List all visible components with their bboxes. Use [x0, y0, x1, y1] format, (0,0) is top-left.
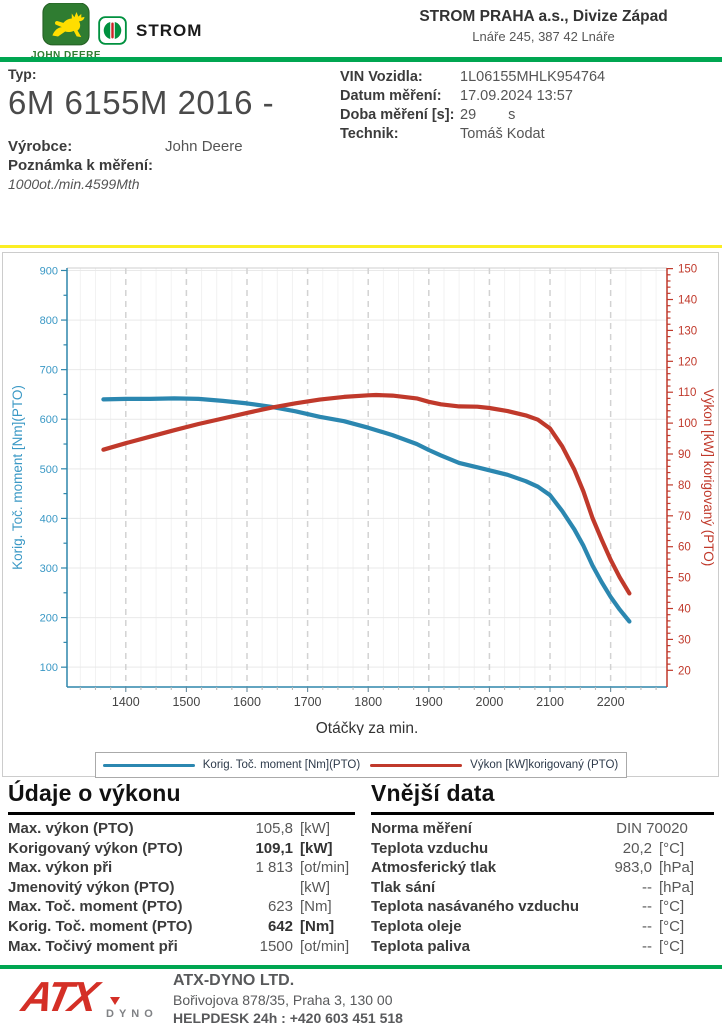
svg-text:80: 80	[678, 480, 691, 492]
svg-text:60: 60	[678, 542, 691, 554]
table-row: Tlak sání -- [hPa]	[371, 878, 695, 896]
header: JOHN DEERE STROM STROM PRAHA a.s., Diviz…	[0, 0, 722, 61]
table-row: Atmosferický tlak 983,0 [hPa]	[371, 859, 695, 877]
table-row: Norma měření DIN 70020	[371, 820, 688, 837]
external-table-title: Vnější data	[371, 780, 714, 815]
svg-text:700: 700	[40, 365, 58, 377]
info-field-row: VIN Vozidla: 1L06155MHLK954764	[340, 69, 606, 85]
poznamka-value: 1000ot./min.4599Mth	[8, 176, 140, 192]
svg-text:110: 110	[678, 387, 696, 399]
results-tables: Údaje o výkonu Max. výkon (PTO) 105,8 [kW]…	[8, 780, 714, 957]
series-power	[101, 392, 632, 596]
strom-logo: STROM	[98, 16, 202, 45]
legend-item: Výkon [kW]korigovaný (PTO)	[370, 759, 618, 771]
table-row: Max. výkon při 1 813 [ot/min]	[8, 859, 350, 877]
company-name: STROM PRAHA a.s., Divize Západ	[419, 8, 668, 25]
vehicle-info-right: VIN Vozidla: 1L06155MHLK954764 Datum měřen…	[340, 68, 715, 144]
typ-value: 6M 6155M 2016 -	[8, 84, 275, 121]
svg-text:Výkon [kW] korigovaný (PTO): Výkon [kW] korigovaný (PTO)	[701, 389, 716, 567]
legend-item: Korig. Toč. moment [Nm](PTO)	[102, 759, 361, 771]
john-deere-deer-icon	[42, 2, 90, 46]
table-row: Max. Točivý moment při 1500 [ot/min]	[8, 937, 350, 955]
yellow-divider	[0, 245, 722, 248]
vehicle-info-left: Typ: 6M 6155M 2016 - Výrobce: John Deere…	[8, 66, 338, 192]
performance-table-title: Údaje o výkonu	[8, 780, 355, 815]
svg-text:50: 50	[678, 573, 691, 585]
svg-text:120: 120	[678, 356, 697, 368]
table-row: Korig. Toč. moment (PTO) 642 [Nm]	[8, 917, 335, 935]
svg-text:200: 200	[40, 613, 58, 625]
svg-text:30: 30	[678, 634, 691, 646]
performance-table: Údaje o výkonu Max. výkon (PTO) 105,8 [kW]…	[8, 780, 355, 957]
table-row: Jmenovitý výkon (PTO) [kW]	[8, 878, 330, 896]
svg-text:1800: 1800	[354, 695, 382, 709]
svg-text:140: 140	[678, 295, 697, 307]
john-deere-logo: JOHN DEERE	[26, 2, 106, 61]
vyrobce-value: John Deere	[165, 138, 243, 155]
table-row: Teplota vzduchu 20,2 [°C]	[371, 839, 685, 857]
chart-legend: Korig. Toč. moment [Nm](PTO) Výkon [kW]ko…	[94, 752, 627, 778]
svg-text:150: 150	[678, 264, 697, 276]
table-row: Teplota nasávaného vzduchu -- [°C]	[371, 898, 685, 916]
footer: ATX DYNO ATX-DYNO LTD. Bořivojova 878/35…	[0, 969, 722, 1029]
legend-line-sample	[370, 763, 463, 767]
svg-text:300: 300	[40, 563, 58, 575]
legend-line-sample	[102, 763, 195, 767]
svg-text:ATX: ATX	[17, 973, 105, 1019]
table-row: Teplota oleje -- [°C]	[371, 917, 685, 935]
svg-text:1700: 1700	[294, 695, 322, 709]
footer-text: ATX-DYNO LTD. Bořivojova 878/35, Praha 3…	[173, 972, 403, 1026]
info-field-row: Doba měření [s]: 29 s	[340, 107, 516, 123]
svg-text:1900: 1900	[415, 695, 443, 709]
legend-label: Korig. Toč. moment [Nm](PTO)	[202, 759, 361, 771]
strom-logo-text: STROM	[136, 20, 203, 40]
svg-text:800: 800	[40, 315, 58, 327]
svg-text:100: 100	[40, 662, 58, 674]
series-torque	[101, 396, 632, 624]
svg-text:Korig. Toč. moment [Nm](PTO): Korig. Toč. moment [Nm](PTO)	[10, 385, 25, 570]
svg-text:1400: 1400	[112, 695, 140, 709]
chart-panel: 100 200 300 400 500 600 700 800 900 20 30 40 50 60 70 8…	[2, 252, 719, 778]
svg-text:400: 400	[40, 513, 58, 525]
svg-text:1600: 1600	[233, 695, 261, 709]
svg-text:500: 500	[40, 464, 58, 476]
green-divider-bottom	[0, 965, 722, 969]
atx-dyno-logo: ATX DYNO	[17, 973, 158, 1020]
footer-address: Bořivojova 878/35, Praha 3, 130 00	[173, 992, 393, 1008]
footer-helpdesk: HELPDESK 24h : +420 603 451 518	[173, 1010, 403, 1026]
legend-label: Výkon [kW]korigovaný (PTO)	[470, 759, 619, 771]
green-divider-top	[0, 57, 722, 62]
svg-text:2000: 2000	[476, 695, 504, 709]
company-address: Lnáře 245, 387 42 Lnáře	[472, 29, 615, 44]
header-company-block: STROM PRAHA a.s., Divize Západ Lnáře 245…	[371, 8, 716, 44]
table-row: Max. výkon (PTO) 105,8 [kW]	[8, 820, 330, 837]
svg-text:2100: 2100	[536, 695, 564, 709]
table-row: Teplota paliva -- [°C]	[371, 937, 685, 955]
info-field-row: Technik: Tomáš Kodat	[340, 126, 545, 142]
poznamka-label: Poznámka k měření:	[8, 157, 154, 174]
svg-text:DYNO: DYNO	[106, 1008, 158, 1020]
svg-text:600: 600	[40, 414, 58, 426]
svg-text:130: 130	[678, 325, 697, 337]
svg-text:900: 900	[40, 265, 58, 277]
svg-text:1500: 1500	[172, 695, 200, 709]
svg-text:90: 90	[678, 449, 691, 461]
external-data-table: Vnější data Norma měření DIN 70020 Teplota…	[371, 780, 714, 957]
strom-icon	[98, 16, 127, 45]
svg-text:Otáčky za min.: Otáčky za min.	[316, 720, 419, 735]
svg-text:100: 100	[678, 418, 697, 430]
vyrobce-label: Výrobce:	[8, 138, 73, 155]
svg-text:2200: 2200	[597, 695, 625, 709]
dyno-chart: 100 200 300 400 500 600 700 800 900 20 30 40 50 60 70 8…	[10, 264, 716, 737]
table-row: Max. Toč. moment (PTO) 623 [Nm]	[8, 898, 332, 916]
svg-text:70: 70	[678, 511, 691, 523]
john-deere-logo-text: JOHN DEERE	[30, 50, 101, 61]
info-field-row: Datum měření: 17.09.2024 13:57	[340, 88, 573, 104]
table-row: Korigovaný výkon (PTO) 109,1 [kW]	[8, 839, 333, 857]
footer-company: ATX-DYNO LTD.	[173, 972, 295, 989]
svg-text:40: 40	[678, 604, 691, 616]
svg-text:20: 20	[678, 665, 691, 677]
typ-label: Typ:	[8, 66, 37, 82]
